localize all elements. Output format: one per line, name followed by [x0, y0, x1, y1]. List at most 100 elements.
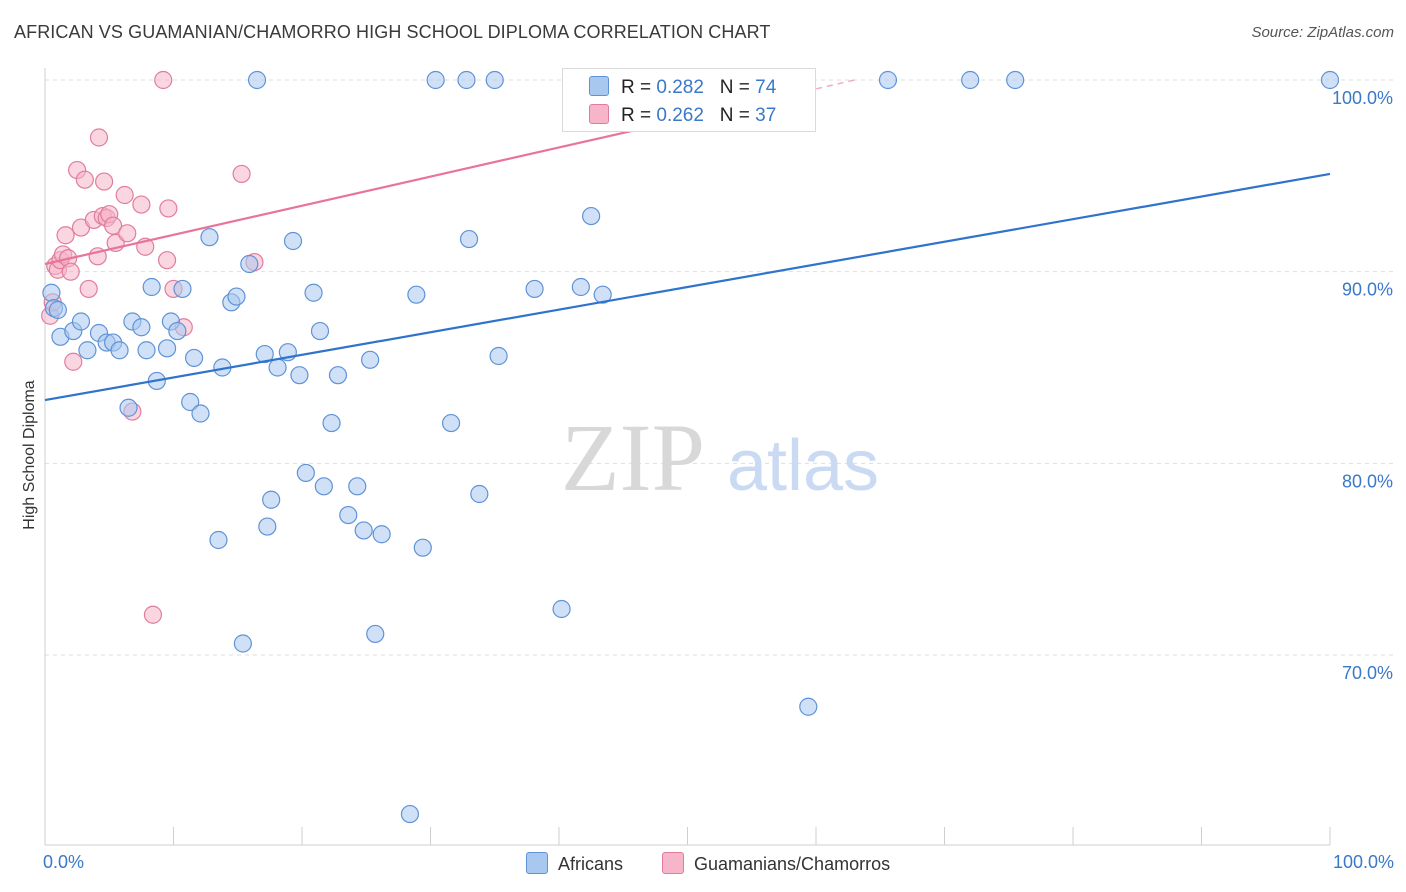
n-label: N =: [719, 105, 756, 126]
n-label: N =: [719, 77, 756, 98]
data-point-africans: [878, 70, 898, 90]
data-point-africans: [78, 341, 97, 360]
africans-swatch: [589, 76, 609, 96]
data-point-africans: [258, 517, 277, 536]
watermark-atlas: atlas: [727, 426, 879, 506]
series-guamanians-chamorros: [41, 70, 671, 624]
data-point-africans: [1006, 70, 1025, 90]
series-africans: [42, 70, 1340, 824]
data-point-africans: [552, 599, 571, 619]
data-point-africans: [181, 392, 200, 412]
trend-line-guamanians: [44, 117, 688, 266]
data-point-africans: [400, 804, 420, 824]
data-point-guamanians: [89, 128, 109, 147]
guamanians-legend-swatch: [662, 852, 684, 874]
data-point-guamanians: [154, 70, 173, 90]
trend-lines: [44, 79, 1331, 402]
data-point-africans: [348, 477, 367, 496]
y-tick-label: 80.0%: [1342, 471, 1393, 491]
data-point-africans: [426, 70, 445, 90]
n-value: 74: [755, 77, 777, 98]
data-point-africans: [283, 231, 303, 251]
legend-item-guamanians: Guamanians/Chamorros: [662, 852, 890, 875]
data-point-africans: [262, 490, 281, 509]
data-point-guamanians: [64, 352, 83, 371]
data-point-guamanians: [143, 605, 163, 624]
r-value: 0.262: [656, 105, 704, 126]
data-point-africans: [457, 70, 476, 90]
data-point-africans: [459, 229, 479, 249]
chart-title: AFRICAN VS GUAMANIAN/CHAMORRO HIGH SCHOO…: [14, 22, 771, 42]
data-point-guamanians: [232, 164, 251, 184]
data-point-africans: [157, 339, 177, 358]
r-label: R =: [621, 77, 657, 98]
data-point-africans: [268, 358, 287, 377]
stats-legend-row-africans: R = 0.282 N = 74: [589, 76, 776, 99]
data-point-africans: [407, 285, 426, 304]
watermark-zip: ZIP: [561, 404, 705, 511]
data-point-africans: [366, 624, 385, 644]
data-point-guamanians: [159, 199, 178, 218]
data-point-guamanians: [56, 226, 75, 245]
data-point-africans: [119, 398, 138, 417]
x-tick-label-min: 0.0%: [43, 852, 85, 872]
data-point-africans: [328, 366, 348, 385]
data-point-africans: [489, 346, 508, 366]
data-point-africans: [296, 463, 315, 483]
data-point-africans: [799, 697, 818, 716]
data-point-guamanians: [61, 262, 80, 281]
legend-label-africans: Africans: [558, 854, 624, 874]
data-point-africans: [485, 70, 504, 90]
source-label: Source: ZipAtlas.com: [1251, 24, 1394, 41]
data-point-africans: [314, 477, 333, 496]
data-point-africans: [173, 279, 192, 299]
data-point-africans: [354, 521, 373, 540]
data-point-africans: [339, 505, 358, 525]
guamanians-swatch: [589, 104, 609, 124]
r-label: R =: [621, 105, 657, 126]
data-point-africans: [191, 404, 210, 423]
data-point-guamanians: [118, 224, 137, 243]
data-point-guamanians: [95, 172, 114, 191]
data-point-africans: [137, 341, 156, 360]
data-point-africans: [304, 283, 323, 302]
data-point-africans: [42, 283, 61, 302]
data-point-guamanians: [75, 170, 94, 189]
data-point-guamanians: [79, 279, 98, 299]
data-point-africans: [310, 321, 330, 341]
trend-line-africans: [44, 172, 1331, 402]
n-value: 37: [755, 105, 777, 126]
stats-legend: R = 0.282 N = 74 R = 0.262 N = 37: [562, 68, 816, 132]
data-point-africans: [441, 413, 461, 433]
grid-lines: [45, 79, 1395, 656]
r-value: 0.282: [656, 77, 704, 98]
data-point-africans: [110, 341, 129, 360]
y-tick-label: 100.0%: [1332, 88, 1393, 108]
axes: [44, 68, 1331, 846]
data-point-africans: [372, 525, 391, 544]
data-point-africans: [593, 285, 612, 304]
data-point-africans: [961, 70, 980, 90]
data-point-africans: [413, 538, 432, 557]
y-tick-label: 70.0%: [1342, 663, 1393, 683]
data-point-guamanians: [132, 195, 151, 214]
stats-legend-row-guamanians: R = 0.262 N = 37: [589, 104, 776, 127]
legend-item-africans: Africans: [526, 852, 623, 875]
y-tick-label: 90.0%: [1342, 280, 1393, 300]
data-point-africans: [470, 484, 489, 504]
data-point-africans: [168, 321, 187, 341]
data-point-africans: [525, 279, 544, 299]
y-tick-labels: 70.0% 80.0% 90.0% 100.0%: [1332, 88, 1393, 683]
data-point-africans: [582, 206, 601, 226]
data-point-africans: [48, 300, 67, 320]
data-point-africans: [290, 366, 309, 385]
data-point-africans: [209, 530, 228, 550]
data-point-africans: [571, 277, 590, 297]
data-point-africans: [227, 287, 246, 306]
data-point-africans: [233, 634, 252, 653]
data-point-africans: [361, 350, 380, 369]
data-point-africans: [1320, 70, 1340, 90]
data-point-africans: [247, 70, 267, 90]
data-point-guamanians: [104, 216, 123, 235]
